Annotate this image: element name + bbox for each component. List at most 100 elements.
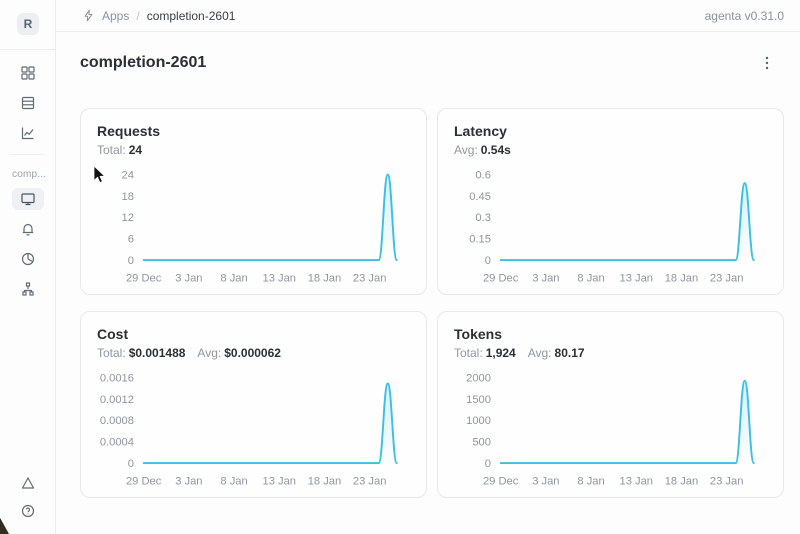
sidebar-item-alerts[interactable] <box>12 472 44 494</box>
x-axis-tick-label: 18 Jan <box>665 272 698 284</box>
y-axis-tick-label: 2000 <box>466 372 491 384</box>
stat-label: Total: <box>97 346 126 360</box>
sidebar: R comp... <box>0 0 56 534</box>
sidebar-item-help[interactable] <box>12 500 44 522</box>
y-axis-tick-label: 0.6 <box>475 169 491 181</box>
x-axis-tick-label: 18 Jan <box>308 475 341 487</box>
stat-value: 1,924 <box>485 346 516 360</box>
y-axis-tick-label: 0.0012 <box>100 394 134 406</box>
x-axis-tick-label: 29 Dec <box>126 475 162 487</box>
line-chart-latency: 0.6 0.45 0.3 0.15 0 29 Dec 3 Jan 8 Jan 13 Jan 18 … <box>469 169 755 284</box>
page-title: completion-2601 <box>80 54 207 71</box>
app-name-truncated: comp... <box>12 169 47 180</box>
y-axis-tick-label: 1500 <box>466 394 491 406</box>
card-stats: Total: $0.001488 Avg: $0.000062 <box>97 346 410 361</box>
x-axis-tick-label: 18 Jan <box>308 272 341 284</box>
x-axis-tick-label: 23 Jan <box>353 475 387 487</box>
stat-value: 24 <box>128 143 143 157</box>
stat: Avg: $0.000062 <box>197 346 281 361</box>
stat-label: Avg: <box>527 346 552 360</box>
version-label: agenta v0.31.0 <box>704 8 784 23</box>
y-axis-tick-label: 24 <box>122 169 134 181</box>
x-axis-tick-label: 13 Jan <box>620 272 654 284</box>
y-axis-tick-label: 0.15 <box>469 234 491 246</box>
sidebar-app-nav <box>0 180 55 300</box>
x-axis-tick-label: 8 Jan <box>220 475 247 487</box>
x-axis-tick-label: 3 Jan <box>532 475 559 487</box>
stat: Total: $0.001488 <box>97 346 185 361</box>
sidebar-item-observability[interactable] <box>12 122 44 144</box>
kebab-menu-icon <box>765 56 769 70</box>
chart-area[interactable]: 24 18 12 6 0 29 Dec 3 Jan 8 Jan 13 Jan 18 Jan 23 J… <box>97 164 410 292</box>
donut-chart-icon <box>21 252 34 266</box>
y-axis-tick-label: 0.0004 <box>100 437 134 449</box>
x-axis-tick-label: 3 Jan <box>175 475 202 487</box>
metric-card-cost: Cost Total: $0.001488 Avg: $0.000062 0.0016… <box>80 311 427 498</box>
top-header: Apps / completion-2601 agenta v0.31.0 <box>56 0 800 32</box>
stat: Avg: 80.17 <box>528 346 585 361</box>
y-axis-tick-label: 500 <box>472 437 491 449</box>
bell-icon <box>22 223 33 236</box>
line-chart-icon <box>21 127 33 140</box>
y-axis-tick-label: 0 <box>128 458 134 470</box>
metric-card-requests: Requests Total: 24 24 18 12 6 0 29 Dec 3 Jan 8 J… <box>80 108 427 295</box>
card-stats: Avg: 0.54s <box>454 143 767 158</box>
table-rows-icon <box>21 96 34 110</box>
stat-label: Avg: <box>197 346 222 360</box>
y-axis-tick-label: 0 <box>128 255 134 267</box>
grid-icon <box>20 66 35 80</box>
metric-card-tokens: Tokens Total: 1,924 Avg: 80.17 2000 1500 1000… <box>437 311 784 498</box>
stat: Avg: 0.54s <box>454 143 511 158</box>
card-title: Latency <box>454 123 507 139</box>
metrics-grid: Requests Total: 24 24 18 12 6 0 29 Dec 3 Jan 8 J… <box>80 108 784 498</box>
y-axis-tick-label: 0.0008 <box>100 415 134 427</box>
x-axis-tick-label: 8 Jan <box>220 272 247 284</box>
spark-logo-icon <box>84 9 93 22</box>
y-axis-tick-label: 6 <box>128 234 134 246</box>
breadcrumb-apps-link[interactable]: Apps <box>102 8 130 23</box>
sidebar-item-dashboard[interactable] <box>12 248 44 270</box>
sidebar-item-traces[interactable] <box>12 278 44 300</box>
x-axis-tick-label: 3 Jan <box>532 272 559 284</box>
stat: Total: 24 <box>97 143 142 158</box>
sidebar-item-apps[interactable] <box>12 62 44 84</box>
y-axis-tick-label: 0.3 <box>475 212 491 224</box>
y-axis-tick-label: 12 <box>122 212 134 224</box>
metric-card-latency: Latency Avg: 0.54s 0.6 0.45 0.3 0.15 0 29 Dec 3… <box>437 108 784 295</box>
chart-line <box>142 173 398 262</box>
x-axis-tick-label: 3 Jan <box>175 272 202 284</box>
sidebar-divider <box>0 49 55 50</box>
x-axis-tick-label: 23 Jan <box>353 272 387 284</box>
chart-line <box>142 382 398 465</box>
monitor-icon <box>20 193 35 206</box>
x-axis-tick-label: 13 Jan <box>620 475 654 487</box>
sidebar-item-testsets[interactable] <box>12 92 44 114</box>
line-chart-requests: 24 18 12 6 0 29 Dec 3 Jan 8 Jan 13 Jan 18 Jan 23 J… <box>122 169 398 284</box>
sidebar-divider <box>10 154 45 155</box>
sidebar-item-evaluations[interactable] <box>12 218 44 240</box>
x-axis-tick-label: 8 Jan <box>577 475 604 487</box>
main-content: completion-2601 Requests Total: 24 24 18 12… <box>56 32 800 534</box>
chart-area[interactable]: 0.0016 0.0012 0.0008 0.0004 0 29 Dec 3 Jan 8 Ja… <box>97 367 410 495</box>
stat: Total: 1,924 <box>454 346 516 361</box>
y-axis-tick-label: 0.45 <box>469 191 491 203</box>
help-icon <box>21 504 35 518</box>
breadcrumb-separator: / <box>136 8 140 23</box>
x-axis-tick-label: 18 Jan <box>665 475 698 487</box>
breadcrumb-current: completion-2601 <box>146 8 236 23</box>
chart-area-fill <box>500 380 754 464</box>
workspace-avatar-letter: R <box>23 17 33 31</box>
chart-area[interactable]: 0.6 0.45 0.3 0.15 0 29 Dec 3 Jan 8 Jan 13 Jan 18 … <box>454 164 767 292</box>
triangle-icon <box>21 477 35 489</box>
chart-line <box>499 379 755 465</box>
workspace-avatar[interactable]: R <box>17 13 39 35</box>
line-chart-tokens: 2000 1500 1000 500 0 29 Dec 3 Jan 8 Jan 13 Jan 18… <box>466 372 755 487</box>
x-axis-tick-label: 29 Dec <box>126 272 162 284</box>
card-stats: Total: 1,924 Avg: 80.17 <box>454 346 767 361</box>
chart-area[interactable]: 2000 1500 1000 500 0 29 Dec 3 Jan 8 Jan 13 Jan 18… <box>454 367 767 495</box>
chart-area-fill <box>143 383 397 464</box>
more-options-button[interactable] <box>756 52 778 74</box>
stat-label: Total: <box>97 143 126 157</box>
y-axis-tick-label: 1000 <box>466 415 491 427</box>
sidebar-item-overview[interactable] <box>11 188 44 210</box>
